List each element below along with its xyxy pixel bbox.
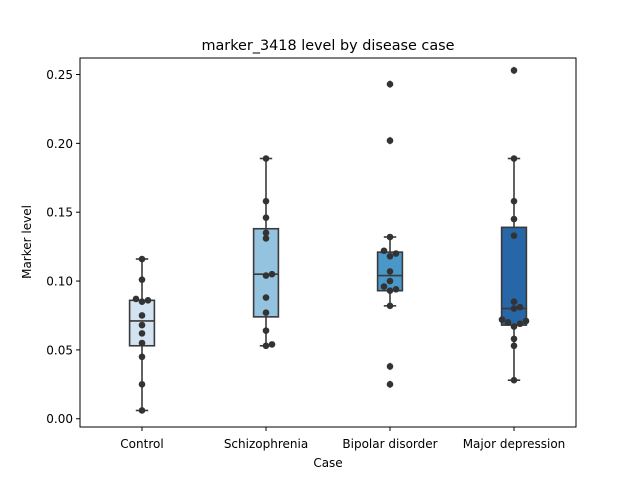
data-point: [138, 339, 146, 347]
data-point: [386, 233, 394, 241]
data-point: [386, 277, 394, 285]
data-point: [510, 342, 518, 350]
data-point: [138, 298, 146, 306]
data-point: [386, 268, 394, 275]
x-axis: Control Schizophrenia Bipolar disorder Majo…: [120, 427, 565, 451]
boxes-layer: [128, 66, 528, 412]
data-point: [510, 215, 518, 223]
data-point: [510, 232, 518, 239]
data-point: [510, 335, 518, 343]
data-point: [262, 272, 270, 279]
y-axis-label: Marker level: [20, 205, 34, 279]
data-point: [262, 235, 270, 242]
data-point: [386, 302, 394, 310]
data-point: [262, 342, 270, 350]
data-point: [386, 80, 394, 88]
data-point: [510, 298, 518, 306]
data-point: [510, 67, 518, 74]
data-point: [516, 320, 524, 328]
y-tick-label: 0.25: [46, 68, 73, 82]
data-point: [138, 276, 146, 283]
y-tick-label: 0.20: [46, 137, 73, 151]
data-point: [262, 229, 270, 237]
data-point: [392, 286, 400, 293]
data-point: [262, 155, 270, 162]
data-point: [522, 317, 530, 325]
data-point: [262, 197, 270, 205]
data-point: [144, 297, 152, 304]
data-point: [386, 363, 394, 370]
data-point: [268, 270, 276, 278]
data-point: [386, 287, 394, 294]
chart-title: marker_3418 level by disease case: [201, 38, 454, 54]
x-tick-label: Major depression: [463, 437, 566, 451]
y-tick-label: 0.10: [46, 275, 73, 289]
data-point: [138, 255, 146, 263]
x-axis-label: Case: [313, 456, 342, 470]
data-point: [138, 330, 146, 337]
data-point: [386, 381, 394, 388]
data-point: [510, 323, 518, 330]
data-point: [268, 341, 276, 348]
data-point: [138, 407, 146, 414]
y-tick-label: 0.00: [46, 412, 73, 426]
data-point: [262, 309, 270, 317]
data-point: [138, 321, 146, 329]
data-point: [510, 305, 518, 312]
data-point: [516, 303, 524, 311]
box-1: [252, 157, 280, 347]
data-point: [504, 319, 512, 326]
x-tick-label: Bipolar disorder: [342, 437, 437, 451]
data-point: [132, 295, 140, 303]
x-tick-label: Schizophrenia: [224, 437, 308, 451]
data-point: [262, 214, 270, 222]
data-point: [138, 381, 146, 388]
data-point: [510, 376, 518, 384]
data-point: [138, 312, 146, 319]
points-layer: [132, 67, 530, 414]
data-point: [138, 353, 146, 361]
data-point: [510, 197, 518, 205]
y-axis: 0.00 0.05 0.10 0.15 0.20 0.25: [46, 68, 80, 426]
data-point: [392, 250, 400, 257]
x-tick-label: Control: [120, 437, 163, 451]
data-point: [380, 247, 388, 255]
y-tick-label: 0.05: [46, 343, 73, 357]
data-point: [380, 283, 388, 290]
data-point: [386, 252, 394, 260]
box-3: [500, 66, 528, 381]
data-point: [498, 316, 506, 323]
data-point: [510, 155, 518, 162]
data-point: [262, 327, 270, 334]
plot-frame: [79, 57, 577, 428]
y-tick-label: 0.15: [46, 206, 73, 220]
data-point: [262, 294, 270, 301]
data-point: [386, 137, 394, 144]
